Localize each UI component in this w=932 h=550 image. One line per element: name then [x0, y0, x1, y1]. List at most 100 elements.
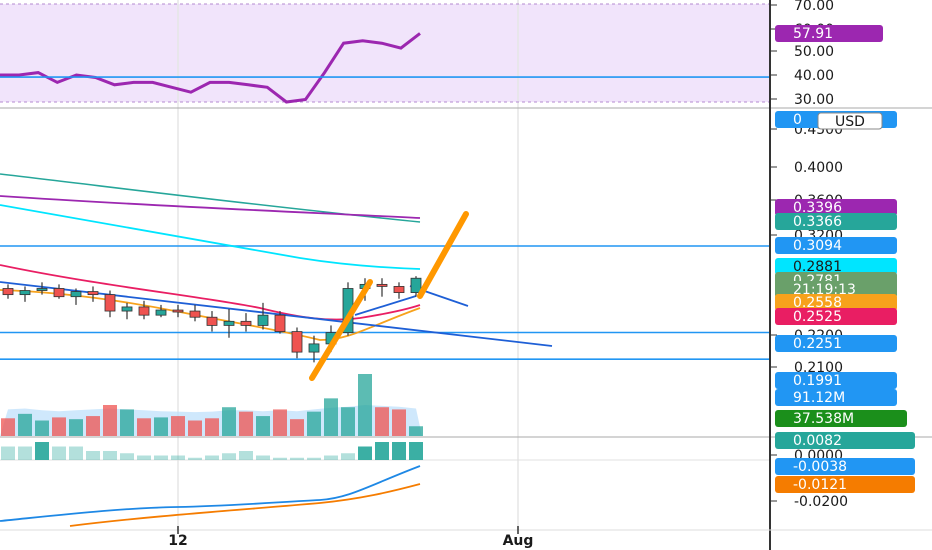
price-badge-8-bg — [775, 335, 897, 352]
volume-bar-10 — [171, 416, 185, 436]
macd-hist-bar-10 — [171, 455, 185, 460]
candle-body-5 — [87, 291, 99, 296]
price-badge-0-label: 0.3396 — [793, 200, 842, 216]
candle-body-4 — [70, 291, 82, 298]
annotation-arrow-2 — [417, 211, 469, 299]
horizontal-lines — [0, 76, 770, 360]
macd-hist-bar-19 — [324, 455, 338, 460]
candle-body-0 — [2, 288, 14, 296]
ema-magenta-line — [0, 264, 421, 321]
candle-body-18 — [308, 343, 320, 353]
volume-bar-19 — [324, 398, 338, 436]
volume-bar-0 — [1, 418, 15, 436]
macd-hist-bar-5 — [86, 451, 100, 460]
volume-bar-9 — [154, 417, 168, 436]
rsi-tick-label-0: 70.00 — [794, 0, 834, 14]
candle-body-15 — [257, 314, 269, 326]
price-badge-2-bg — [775, 237, 897, 254]
macd-hist-bar-14 — [239, 451, 253, 460]
volume-badge-1-bg — [775, 410, 907, 427]
volume-bar-15 — [256, 416, 270, 436]
candle-body-6 — [104, 294, 116, 312]
volume-bar-3 — [52, 417, 66, 436]
macd-hist-bar-2 — [35, 442, 49, 460]
rsi-badge-label: 57.91 — [793, 26, 833, 42]
price-pane — [0, 76, 770, 381]
macd-hist-bar-24 — [409, 442, 423, 460]
macd-hist-bar-16 — [273, 457, 287, 460]
candle-body-8 — [138, 306, 150, 316]
candle-body-10 — [172, 309, 184, 313]
volume-bar-4 — [69, 419, 83, 436]
price-badge-1-label: 0.3366 — [793, 214, 842, 230]
volume-badge-1-label: 37.538M — [793, 411, 854, 427]
price-badges: 57.910USD0.33960.33660.30940.28810.27812… — [775, 25, 915, 493]
volume-bar-8 — [137, 418, 151, 436]
price-badge-3-bg — [775, 258, 897, 275]
volume-bar-20 — [341, 407, 355, 436]
candle-body-23 — [393, 286, 405, 293]
volume-bar-5 — [86, 416, 100, 436]
rsi-tick-label-4: 30.00 — [794, 92, 834, 108]
candle-body-2 — [36, 288, 48, 291]
candle-body-11 — [189, 310, 201, 318]
volume-bar-21 — [358, 374, 372, 436]
macd-hist-bar-23 — [392, 442, 406, 460]
volume-bar-11 — [188, 420, 202, 436]
candle-body-14 — [240, 320, 252, 326]
ema-purple-line — [0, 195, 421, 219]
candle-body-12 — [206, 316, 218, 326]
price-badge-9-label: 0.1991 — [793, 373, 842, 389]
macd-badge-2-label: -0.0121 — [793, 477, 847, 493]
price-badge-6-label: 0.2558 — [793, 295, 842, 311]
candle-body-24 — [410, 277, 422, 293]
volume-bar-1 — [18, 413, 32, 436]
price-badge-7-label: 0.2525 — [793, 309, 842, 325]
volume-bar-17 — [290, 419, 304, 436]
macd-hist-bar-22 — [375, 442, 389, 460]
macd-line — [0, 465, 421, 522]
currency-label: USD — [835, 114, 865, 130]
macd-hist-bar-21 — [358, 446, 372, 460]
macd-histogram — [1, 442, 423, 460]
x-tick-label-12: 12 — [168, 533, 187, 549]
macd-hist-bar-13 — [222, 453, 236, 460]
trendline-upper — [354, 295, 417, 316]
candle-body-13 — [223, 320, 235, 326]
macd-signal-line — [69, 483, 421, 527]
macd-hist-bar-17 — [290, 457, 304, 460]
price-badge-5-bg — [775, 281, 897, 298]
macd-badge-0-bg — [775, 432, 915, 449]
price-badge-1-bg — [775, 213, 897, 230]
macd-hist-bar-3 — [52, 446, 66, 460]
candle-body-7 — [121, 306, 133, 312]
annotation-arrow-1 — [309, 279, 373, 381]
macd-hist-bar-6 — [103, 451, 117, 460]
macd-badge-0-label: 0.0082 — [793, 433, 842, 449]
candle-body-1 — [19, 290, 31, 296]
ema-cyan-line — [0, 204, 421, 270]
macd-badge-1-bg — [775, 458, 915, 475]
macd-hist-bar-8 — [137, 455, 151, 460]
volume-bar-22 — [375, 407, 389, 436]
volume-bar-24 — [409, 426, 423, 436]
macd-hist-bar-9 — [154, 455, 168, 460]
volume-badge-0-label: 91.12M — [793, 390, 845, 406]
volume-bar-12 — [205, 418, 219, 436]
currency-box — [817, 112, 883, 130]
macd-hist-bar-4 — [69, 446, 83, 460]
macd-hist-bar-18 — [307, 457, 321, 460]
price-badge-8-label: 0.2251 — [793, 336, 842, 352]
volume-bar-2 — [35, 420, 49, 436]
macd-badge-1-label: -0.0038 — [793, 459, 847, 475]
x-tick-label-aug: Aug — [503, 533, 534, 549]
volume-pane — [0, 374, 423, 436]
macd-tick-label-1: -0.0200 — [794, 494, 848, 510]
candle-body-17 — [291, 331, 303, 353]
volume-bar-13 — [222, 407, 236, 436]
candle-body-9 — [155, 309, 167, 316]
rsi-tick-label-3: 40.00 — [794, 68, 834, 84]
volume-bar-14 — [239, 411, 253, 436]
price-badge-6-bg — [775, 294, 897, 311]
